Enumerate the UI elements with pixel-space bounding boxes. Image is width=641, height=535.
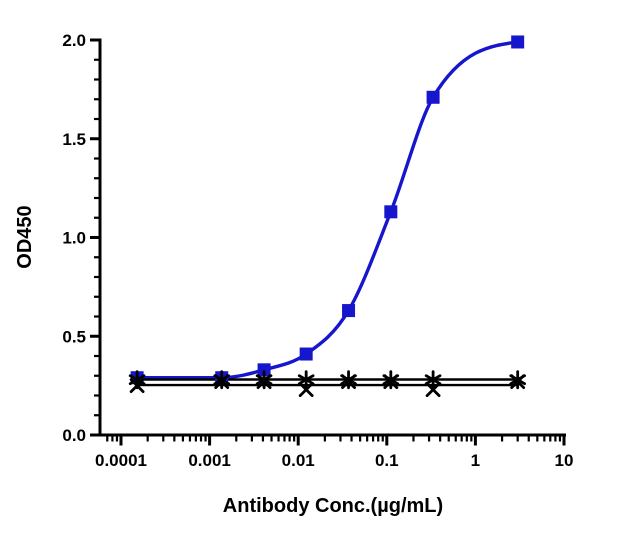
asterisk-arm bbox=[424, 374, 442, 386]
cross-marker bbox=[510, 374, 526, 390]
cross-arm bbox=[510, 374, 526, 390]
asterisk-arm bbox=[297, 374, 315, 386]
x-tick-label: 0.001 bbox=[188, 451, 231, 470]
x-axis-title: Antibody Conc.(µg/mL) bbox=[223, 495, 443, 517]
cross-arm bbox=[383, 374, 399, 390]
square-marker bbox=[299, 347, 313, 361]
cross-marker bbox=[383, 374, 399, 390]
tick-labels-layer: 0.0 0.5 1.0 1.5 2.0 0.0001 0.001 0.01 0.1 1 10 bbox=[62, 31, 573, 470]
binding-curve-line bbox=[135, 40, 520, 380]
x-tick-label: 1 bbox=[471, 451, 480, 470]
cross-marker bbox=[214, 374, 230, 390]
x-tick-label: 0.01 bbox=[282, 451, 315, 470]
y-tick-label: 0.5 bbox=[62, 327, 86, 346]
cross-marker bbox=[341, 374, 356, 390]
y-axis-title: OD450 bbox=[14, 205, 36, 268]
cross-arm bbox=[214, 374, 230, 390]
cross-arm bbox=[341, 374, 356, 390]
x-tick-label: 0.1 bbox=[375, 451, 399, 470]
asterisk-marker bbox=[424, 370, 442, 390]
axes-layer bbox=[90, 38, 566, 446]
cross-arm bbox=[256, 374, 272, 390]
cross-arm bbox=[129, 378, 145, 394]
x-tick-label: 0.0001 bbox=[95, 451, 147, 470]
y-tick-label: 1.0 bbox=[62, 229, 86, 248]
cross-marker bbox=[425, 382, 441, 397]
series-layer bbox=[128, 35, 526, 397]
square-marker bbox=[384, 205, 398, 219]
y-tick-label: 0.0 bbox=[62, 426, 86, 445]
cross-arm bbox=[425, 382, 441, 397]
square-marker bbox=[426, 90, 440, 104]
square-marker bbox=[257, 363, 271, 377]
y-tick-label: 2.0 bbox=[62, 31, 86, 50]
cross-marker bbox=[256, 374, 272, 390]
square-marker bbox=[342, 304, 356, 318]
x-tick-label: 10 bbox=[555, 451, 574, 470]
y-tick-label: 1.5 bbox=[62, 130, 86, 149]
asterisk-marker bbox=[297, 370, 315, 390]
cross-marker bbox=[298, 382, 314, 397]
cross-marker bbox=[129, 378, 145, 394]
cross-arm bbox=[298, 382, 314, 397]
square-marker bbox=[511, 35, 525, 49]
